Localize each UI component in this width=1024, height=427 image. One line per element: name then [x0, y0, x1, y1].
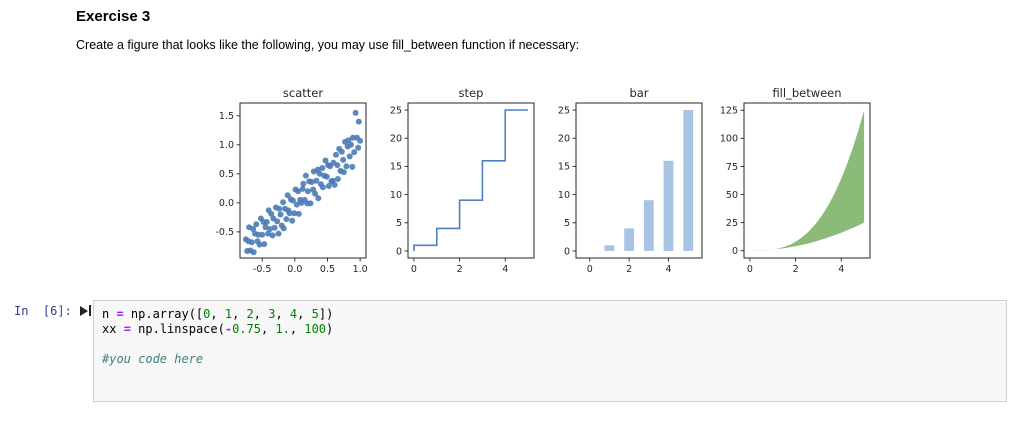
code-cell-editor[interactable]: n = np.array([0, 1, 2, 3, 4, 5]) xx = np.… [93, 300, 1007, 402]
svg-text:0: 0 [587, 264, 593, 275]
svg-text:5: 5 [396, 218, 402, 229]
svg-text:15: 15 [390, 162, 402, 173]
play-triangle-icon [80, 305, 88, 316]
svg-text:20: 20 [390, 134, 402, 145]
svg-text:0: 0 [564, 246, 570, 257]
svg-text:25: 25 [390, 105, 402, 116]
svg-text:100: 100 [720, 134, 738, 145]
svg-text:25: 25 [726, 218, 738, 229]
fill-between-plot: fill_between 0 25 50 75 100 125 0 2 4 [720, 86, 871, 275]
svg-text:2: 2 [626, 264, 632, 275]
cell-input-prompt: In [6]: [14, 304, 72, 318]
scatter-plot: scatter -0.5 0.0 0.5 1.0 1.5 -0.5 0.0 0.5 1.0 [215, 86, 368, 275]
svg-text:75: 75 [726, 162, 738, 173]
step-plot: step 0 5 10 15 20 25 0 2 4 [390, 86, 535, 275]
svg-text:-0.5: -0.5 [215, 227, 234, 238]
svg-text:4: 4 [666, 264, 672, 275]
svg-text:50: 50 [726, 190, 738, 201]
bar-plot: bar 0 5 10 15 20 25 0 2 4 [558, 86, 703, 275]
svg-text:0: 0 [747, 264, 753, 275]
run-cell-icon[interactable] [80, 304, 93, 317]
svg-text:4: 4 [502, 264, 508, 275]
svg-text:0.5: 0.5 [320, 264, 335, 275]
svg-text:scatter: scatter [283, 86, 323, 100]
svg-text:25: 25 [558, 105, 570, 116]
svg-text:-0.5: -0.5 [253, 264, 272, 275]
svg-text:1.0: 1.0 [353, 264, 368, 275]
svg-text:1.0: 1.0 [219, 140, 234, 151]
svg-text:2: 2 [457, 264, 463, 275]
svg-text:0: 0 [411, 264, 417, 275]
matplotlib-figure: scatter -0.5 0.0 0.5 1.0 1.5 -0.5 0.0 0.5 1.0 ste… [204, 84, 876, 276]
svg-text:10: 10 [390, 190, 402, 201]
play-bar-icon [89, 305, 91, 316]
svg-text:15: 15 [558, 162, 570, 173]
svg-text:0: 0 [732, 246, 738, 257]
code-line: xx = np.linspace(-0.75, 1., 100) [102, 322, 334, 336]
svg-text:2: 2 [793, 264, 799, 275]
code-line [102, 337, 998, 352]
svg-text:step: step [459, 86, 484, 100]
svg-text:1.5: 1.5 [219, 111, 234, 122]
svg-text:5: 5 [564, 218, 570, 229]
svg-text:20: 20 [558, 134, 570, 145]
svg-text:10: 10 [558, 190, 570, 201]
svg-text:fill_between: fill_between [772, 86, 841, 100]
code-line: #you code here [102, 352, 204, 366]
exercise-heading: Exercise 3 [76, 8, 151, 25]
instruction-text: Create a figure that looks like the foll… [76, 38, 580, 52]
svg-text:0.0: 0.0 [219, 198, 234, 209]
svg-text:125: 125 [720, 106, 738, 117]
svg-text:0: 0 [396, 246, 402, 257]
svg-text:0.0: 0.0 [287, 264, 302, 275]
svg-text:bar: bar [629, 86, 648, 100]
code-line: n = np.array([0, 1, 2, 3, 4, 5]) [102, 307, 334, 321]
svg-text:0.5: 0.5 [219, 169, 234, 180]
svg-text:4: 4 [838, 264, 844, 275]
